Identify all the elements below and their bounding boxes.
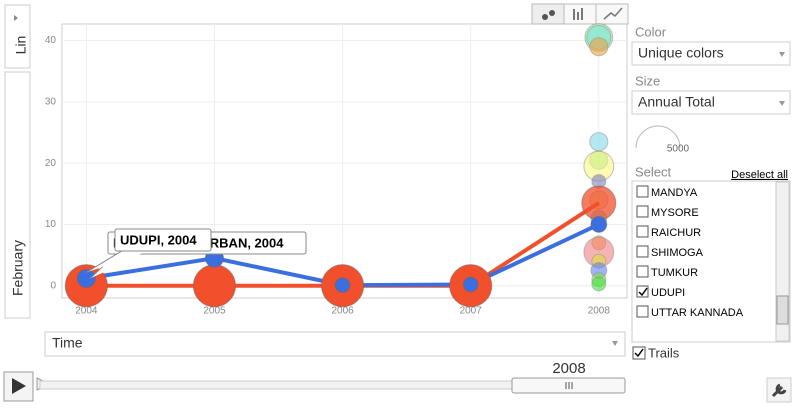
checkmark	[634, 348, 644, 358]
y-tick-label: 40	[45, 35, 57, 46]
checkbox[interactable]	[636, 305, 649, 318]
tooltip-text: UDUPI, 2004	[120, 232, 197, 247]
size-value: Annual Total	[638, 94, 715, 110]
select-list	[631, 180, 791, 343]
trails-label[interactable]: Trails	[648, 345, 680, 360]
x-variable-label: Time	[52, 335, 83, 351]
y-scale-tab[interactable]	[4, 4, 31, 69]
bubble[interactable]	[591, 276, 607, 292]
plot-area	[61, 23, 628, 299]
bubble-tab[interactable]	[531, 3, 565, 25]
icon	[542, 14, 548, 20]
item-label[interactable]: UDUPI	[651, 287, 685, 299]
item-label[interactable]: RAICHUR	[651, 227, 701, 239]
tooltip	[114, 228, 212, 252]
arrow	[779, 52, 785, 57]
y-scale-label: Lin	[13, 36, 29, 55]
plot: 01020304020042005200620072008BANGALORE U…	[45, 23, 627, 317]
x-variable-dropdown[interactable]	[44, 331, 626, 357]
x-tick-label: 2007	[460, 306, 483, 317]
y-tick-label: 30	[45, 96, 57, 107]
y-tick-label: 10	[45, 219, 57, 230]
size-arc	[635, 125, 681, 149]
y-variable-label: February	[10, 240, 26, 296]
item-label[interactable]: TUMKUR	[651, 267, 698, 279]
scroll-thumb[interactable]	[776, 295, 789, 325]
bubble[interactable]	[589, 132, 609, 152]
bubble[interactable]	[192, 264, 237, 308]
item-label[interactable]: UTTAR KANNADA	[651, 307, 744, 319]
color-dropdown[interactable]	[631, 41, 791, 66]
select-label: Select	[635, 164, 672, 179]
x-tick-label: 2005	[203, 306, 226, 317]
bubble[interactable]	[76, 268, 96, 288]
size-dropdown[interactable]	[631, 90, 791, 115]
x-tick-label: 2008	[588, 306, 611, 317]
y-tick-label: 20	[45, 158, 57, 169]
bubble[interactable]	[462, 276, 479, 293]
trails[interactable]: Trails	[632, 345, 680, 360]
bubble[interactable]	[589, 37, 609, 57]
y-tick-label: 0	[50, 280, 56, 291]
item-label[interactable]: MANDYA	[651, 187, 698, 199]
checkbox[interactable]	[636, 185, 649, 198]
checkbox[interactable]	[636, 245, 649, 258]
size-legend: 5000	[635, 125, 690, 155]
bubble[interactable]	[590, 216, 608, 233]
arrow	[14, 15, 18, 21]
checkbox[interactable]	[636, 265, 649, 278]
item-label[interactable]: MYSORE	[651, 207, 699, 219]
checkmark	[638, 287, 648, 297]
icon	[603, 7, 623, 20]
icon	[549, 10, 555, 16]
arrow	[612, 341, 618, 346]
y-variable-tab[interactable]	[4, 71, 31, 319]
checkbox[interactable]	[636, 225, 649, 238]
deselect-all[interactable]: Deselect all	[731, 169, 788, 181]
bubble[interactable]	[334, 277, 351, 293]
checkbox[interactable]	[636, 285, 649, 298]
play-icon	[12, 378, 26, 394]
time-display: 2008	[552, 360, 585, 377]
x-tick-label: 2006	[331, 306, 354, 317]
icon	[573, 8, 583, 20]
bar-tab[interactable]	[563, 3, 597, 25]
bubble[interactable]	[581, 185, 617, 221]
x-tick-label: 2004	[75, 306, 98, 317]
items: MANDYA MYSORE RAICHUR SHIMOGA TUMKUR UDUPI UTT…	[636, 185, 744, 319]
chart-tabs[interactable]	[531, 3, 629, 25]
size-value: 5000	[667, 144, 690, 155]
color-label: Color	[635, 24, 667, 39]
wrench-icon	[771, 383, 787, 398]
arrow	[779, 101, 785, 106]
color-value: Unique colors	[638, 45, 724, 61]
checkbox[interactable]	[636, 205, 649, 218]
checkbox[interactable]	[632, 346, 646, 360]
item-label[interactable]: SHIMOGA	[651, 247, 704, 259]
grip	[565, 382, 573, 389]
size-label: Size	[635, 73, 660, 88]
